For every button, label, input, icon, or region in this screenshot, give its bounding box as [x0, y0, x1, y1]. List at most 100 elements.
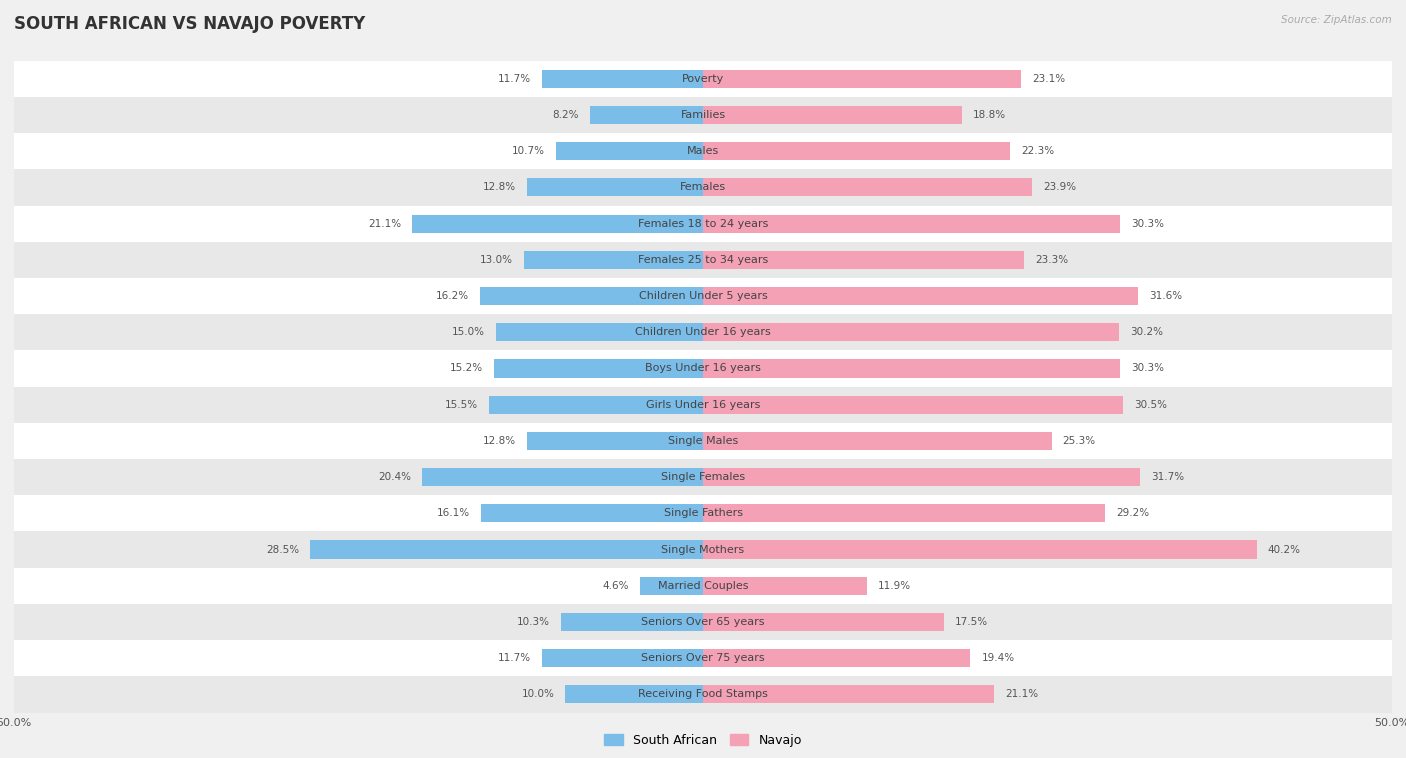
- Bar: [489, 396, 703, 414]
- Bar: [14, 423, 1392, 459]
- Bar: [14, 133, 1392, 169]
- Text: 22.3%: 22.3%: [1021, 146, 1054, 156]
- Text: 30.3%: 30.3%: [1132, 364, 1164, 374]
- Text: 23.3%: 23.3%: [1035, 255, 1069, 265]
- Bar: [703, 432, 1052, 450]
- Text: 15.0%: 15.0%: [453, 327, 485, 337]
- Bar: [591, 106, 703, 124]
- Bar: [14, 242, 1392, 278]
- Text: 8.2%: 8.2%: [553, 110, 579, 120]
- Text: 10.3%: 10.3%: [517, 617, 550, 627]
- Bar: [703, 323, 1119, 341]
- Text: 31.6%: 31.6%: [1150, 291, 1182, 301]
- Bar: [703, 613, 945, 631]
- Text: Source: ZipAtlas.com: Source: ZipAtlas.com: [1281, 15, 1392, 25]
- Bar: [703, 685, 994, 703]
- Text: 21.1%: 21.1%: [368, 218, 401, 229]
- Text: Boys Under 16 years: Boys Under 16 years: [645, 364, 761, 374]
- Text: Males: Males: [688, 146, 718, 156]
- Text: Married Couples: Married Couples: [658, 581, 748, 590]
- Text: 30.5%: 30.5%: [1135, 399, 1167, 409]
- Bar: [703, 540, 1257, 559]
- Text: Children Under 5 years: Children Under 5 years: [638, 291, 768, 301]
- Text: Receiving Food Stamps: Receiving Food Stamps: [638, 690, 768, 700]
- Text: 11.7%: 11.7%: [498, 74, 531, 83]
- Bar: [703, 215, 1121, 233]
- Text: 18.8%: 18.8%: [973, 110, 1007, 120]
- Text: 20.4%: 20.4%: [378, 472, 411, 482]
- Bar: [14, 568, 1392, 604]
- Text: 25.3%: 25.3%: [1063, 436, 1095, 446]
- Bar: [412, 215, 703, 233]
- Bar: [703, 287, 1139, 305]
- Bar: [14, 676, 1392, 713]
- Text: Single Males: Single Males: [668, 436, 738, 446]
- Text: Seniors Over 65 years: Seniors Over 65 years: [641, 617, 765, 627]
- Bar: [703, 178, 1032, 196]
- Text: Seniors Over 75 years: Seniors Over 75 years: [641, 653, 765, 663]
- Bar: [527, 178, 703, 196]
- Bar: [541, 70, 703, 88]
- Text: 11.9%: 11.9%: [877, 581, 911, 590]
- Bar: [14, 97, 1392, 133]
- Text: Single Mothers: Single Mothers: [661, 544, 745, 555]
- Bar: [14, 350, 1392, 387]
- Bar: [703, 649, 970, 667]
- Text: 12.8%: 12.8%: [482, 436, 516, 446]
- Bar: [561, 613, 703, 631]
- Bar: [496, 323, 703, 341]
- Bar: [14, 495, 1392, 531]
- Text: 16.2%: 16.2%: [436, 291, 468, 301]
- Text: 10.0%: 10.0%: [522, 690, 554, 700]
- Text: 30.3%: 30.3%: [1132, 218, 1164, 229]
- Bar: [311, 540, 703, 559]
- Bar: [703, 106, 962, 124]
- Text: SOUTH AFRICAN VS NAVAJO POVERTY: SOUTH AFRICAN VS NAVAJO POVERTY: [14, 15, 366, 33]
- Bar: [14, 459, 1392, 495]
- Bar: [14, 531, 1392, 568]
- Bar: [703, 143, 1011, 160]
- Text: 12.8%: 12.8%: [482, 183, 516, 193]
- Bar: [524, 251, 703, 269]
- Bar: [703, 359, 1121, 377]
- Text: Females: Females: [681, 183, 725, 193]
- Text: Single Fathers: Single Fathers: [664, 509, 742, 518]
- Text: Children Under 16 years: Children Under 16 years: [636, 327, 770, 337]
- Text: 15.2%: 15.2%: [450, 364, 482, 374]
- Text: 16.1%: 16.1%: [437, 509, 470, 518]
- Bar: [703, 468, 1140, 486]
- Text: 23.9%: 23.9%: [1043, 183, 1077, 193]
- Bar: [479, 287, 703, 305]
- Text: 21.1%: 21.1%: [1005, 690, 1038, 700]
- Text: 13.0%: 13.0%: [479, 255, 513, 265]
- Text: 23.1%: 23.1%: [1032, 74, 1066, 83]
- Text: 15.5%: 15.5%: [446, 399, 478, 409]
- Text: 30.2%: 30.2%: [1130, 327, 1163, 337]
- Bar: [555, 143, 703, 160]
- Bar: [703, 396, 1123, 414]
- Text: Females 25 to 34 years: Females 25 to 34 years: [638, 255, 768, 265]
- Bar: [565, 685, 703, 703]
- Text: 11.7%: 11.7%: [498, 653, 531, 663]
- Bar: [703, 577, 868, 595]
- Bar: [527, 432, 703, 450]
- Text: Single Females: Single Females: [661, 472, 745, 482]
- Bar: [14, 278, 1392, 314]
- Text: Females 18 to 24 years: Females 18 to 24 years: [638, 218, 768, 229]
- Text: Poverty: Poverty: [682, 74, 724, 83]
- Bar: [14, 314, 1392, 350]
- Bar: [703, 70, 1021, 88]
- Bar: [481, 504, 703, 522]
- Bar: [703, 251, 1024, 269]
- Text: 29.2%: 29.2%: [1116, 509, 1150, 518]
- Text: 10.7%: 10.7%: [512, 146, 544, 156]
- Text: Families: Families: [681, 110, 725, 120]
- Text: 28.5%: 28.5%: [266, 544, 299, 555]
- Bar: [14, 61, 1392, 97]
- Bar: [14, 387, 1392, 423]
- Text: Girls Under 16 years: Girls Under 16 years: [645, 399, 761, 409]
- Bar: [422, 468, 703, 486]
- Legend: South African, Navajo: South African, Navajo: [599, 729, 807, 752]
- Text: 40.2%: 40.2%: [1268, 544, 1301, 555]
- Bar: [14, 169, 1392, 205]
